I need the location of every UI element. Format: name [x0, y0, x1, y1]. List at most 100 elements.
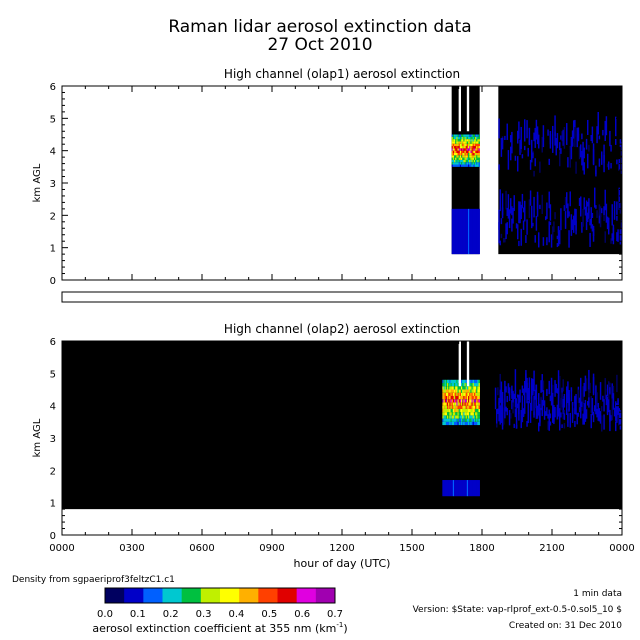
- heat-cell: [461, 134, 463, 137]
- heat-cell: [455, 402, 457, 406]
- heat-cell: [459, 480, 462, 497]
- colorbar-swatch: [277, 588, 298, 603]
- heat-cell: [471, 134, 473, 137]
- heat-cell: [468, 157, 470, 160]
- heat-cell: [597, 111, 599, 135]
- heat-cell: [580, 201, 582, 214]
- colorbar-tick-label: 0.2: [163, 609, 179, 620]
- heat-cell: [581, 222, 583, 233]
- heat-cell: [461, 418, 463, 422]
- heat-cell: [465, 402, 468, 406]
- heat-cell: [542, 237, 545, 246]
- heat-cell: [451, 480, 454, 497]
- heat-cell: [475, 412, 477, 416]
- heat-cell: [588, 144, 590, 149]
- heat-cell: [470, 383, 472, 387]
- heat-cell: [459, 408, 462, 413]
- heat-cell: [458, 208, 461, 255]
- heat-cell: [469, 395, 471, 400]
- heat-cell: [461, 136, 463, 140]
- heat-cell: [473, 408, 476, 413]
- top-plot-title: High channel (olap1) aerosol extinction: [224, 67, 460, 81]
- heat-cell: [464, 412, 466, 416]
- heat-cell: [445, 402, 448, 406]
- heat-cell: [461, 146, 463, 149]
- heat-cell: [459, 389, 462, 393]
- heat-cell: [525, 370, 527, 393]
- heat-cell: [472, 399, 475, 403]
- heat-cell: [468, 395, 470, 400]
- heat-cell: [466, 392, 469, 396]
- heat-cell: [468, 208, 470, 255]
- heat-cell: [463, 395, 465, 400]
- heat-cell: [501, 193, 504, 216]
- heat-cell: [504, 135, 506, 140]
- heat-cell: [461, 139, 463, 142]
- heat-cell: [472, 150, 475, 153]
- heat-cell: [459, 164, 462, 167]
- heat-cell: [444, 379, 447, 384]
- heat-cell: [507, 209, 510, 219]
- heat-cell: [463, 136, 465, 140]
- heat-cell: [463, 139, 465, 142]
- heat-cell: [477, 399, 479, 403]
- heat-cell: [475, 408, 477, 413]
- heat-cell: [472, 148, 475, 151]
- heat-cell: [452, 146, 455, 149]
- heat-cell: [518, 121, 520, 139]
- heat-cell: [477, 143, 479, 147]
- heat-cell: [478, 408, 480, 413]
- heat-cell: [463, 405, 465, 409]
- heat-cell: [456, 134, 458, 137]
- heat-cell: [518, 240, 520, 247]
- heat-cell: [569, 145, 571, 168]
- heat-cell: [450, 415, 452, 419]
- heat-cell: [457, 392, 459, 396]
- heat-cell: [595, 396, 597, 415]
- heat-cell: [529, 190, 532, 206]
- heat-cell: [581, 150, 583, 166]
- heat-cell: [598, 212, 601, 224]
- heat-cell: [472, 164, 475, 167]
- heat-cell: [590, 135, 592, 142]
- heat-cell: [457, 415, 459, 419]
- heat-cell: [475, 157, 477, 160]
- heat-cell: [461, 408, 463, 413]
- heat-cell: [478, 389, 480, 393]
- heat-cell: [461, 143, 463, 147]
- heat-cell: [454, 143, 456, 147]
- heat-cell: [470, 415, 472, 419]
- heat-cell: [478, 146, 480, 149]
- heat-cell: [452, 148, 455, 151]
- heat-cell: [498, 164, 500, 171]
- heat-cell: [468, 164, 470, 167]
- heat-cell: [464, 155, 466, 158]
- heat-cell: [458, 134, 461, 137]
- xtick-label: 1200: [329, 543, 354, 554]
- heat-cell: [477, 408, 479, 413]
- heat-cell: [471, 386, 473, 390]
- heat-cell: [529, 402, 532, 413]
- heat-cell: [575, 161, 577, 174]
- heat-cell: [501, 391, 504, 404]
- heat-cell: [447, 421, 449, 426]
- heat-cell: [463, 421, 465, 426]
- heat-cell: [611, 233, 613, 241]
- heat-cell: [473, 389, 476, 393]
- heat-cell: [547, 421, 549, 430]
- heat-cell: [596, 408, 598, 418]
- heat-cell: [451, 141, 454, 144]
- heat-cell: [464, 150, 466, 153]
- heat-cell: [477, 150, 479, 153]
- heat-cell: [548, 409, 550, 431]
- heat-cell: [539, 403, 541, 422]
- heat-cell: [528, 127, 531, 145]
- heat-cell: [470, 480, 472, 497]
- heat-cell: [456, 383, 458, 387]
- heat-cell: [499, 373, 501, 397]
- heat-cell: [594, 405, 596, 412]
- heat-cell: [507, 194, 510, 214]
- heat-cell: [456, 157, 458, 160]
- heat-cell: [466, 143, 469, 147]
- colorbar-tick-label: 0.1: [130, 609, 146, 620]
